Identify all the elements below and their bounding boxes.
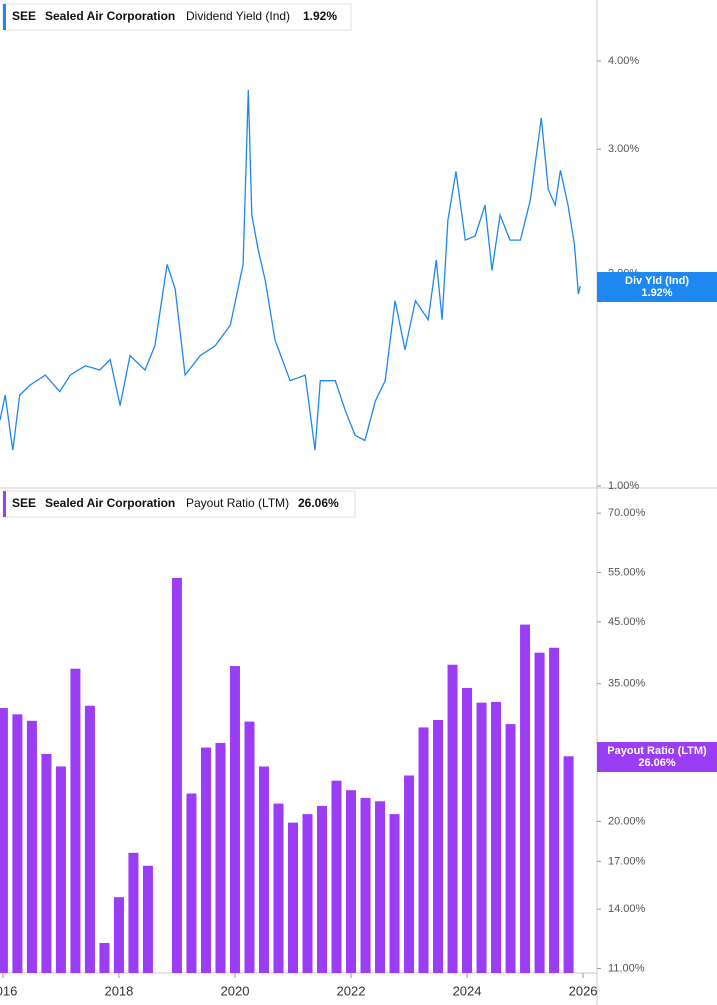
value-badge xyxy=(597,272,717,302)
bar xyxy=(505,724,516,973)
y-tick-label: 4.00% xyxy=(608,55,639,67)
x-tick-label: 2018 xyxy=(104,983,133,998)
bar xyxy=(200,747,211,973)
bar xyxy=(229,666,240,973)
y-tick-label: 55.00% xyxy=(608,566,646,578)
y-tick-label: 3.00% xyxy=(608,143,639,155)
y-tick-label: 1.00% xyxy=(608,480,639,492)
x-tick-label: 2022 xyxy=(337,983,366,998)
badge-label: Div Yld (Ind) xyxy=(625,275,689,287)
ticker: SEE xyxy=(12,9,36,23)
metric: Dividend Yield (Ind) xyxy=(186,9,290,23)
x-tick-label: 2024 xyxy=(453,983,482,998)
marks: 1.00%2.00%3.00%4.00%11.00%14.00%17.00%20… xyxy=(0,55,646,998)
y-tick-label: 17.00% xyxy=(608,855,646,867)
bar xyxy=(549,647,560,973)
bar xyxy=(171,577,182,973)
bar xyxy=(12,714,23,973)
bar xyxy=(404,775,415,973)
bar xyxy=(186,793,197,973)
legend-color xyxy=(3,491,6,517)
bar xyxy=(99,943,110,973)
bar xyxy=(375,801,386,973)
bar xyxy=(331,780,342,973)
company: Sealed Air Corporation xyxy=(45,496,175,510)
bar xyxy=(258,766,269,973)
y-tick-label: 45.00% xyxy=(608,616,646,628)
bar xyxy=(360,797,371,973)
bar xyxy=(563,756,574,973)
x-tick-label: 2026 xyxy=(569,983,598,998)
bar xyxy=(476,702,487,973)
value-badge xyxy=(597,742,717,772)
badge-label: Payout Ratio (LTM) xyxy=(607,745,707,757)
company: Sealed Air Corporation xyxy=(45,9,175,23)
bar xyxy=(215,743,226,973)
legend-color xyxy=(3,4,6,30)
bar xyxy=(462,687,473,973)
bar xyxy=(346,790,357,973)
metric: Payout Ratio (LTM) xyxy=(186,496,289,510)
badge-value: 26.06% xyxy=(638,757,676,769)
bar xyxy=(316,805,327,973)
bar xyxy=(142,865,153,973)
bar xyxy=(287,822,298,973)
bar xyxy=(113,897,124,973)
y-tick-label: 35.00% xyxy=(608,678,646,690)
bar xyxy=(26,720,37,973)
overlays: SEE Sealed Air Corporation Dividend Yield … xyxy=(2,3,717,772)
x-tick-label: 2016 xyxy=(0,983,17,998)
y-tick-label: 70.00% xyxy=(608,507,646,519)
bar xyxy=(389,814,400,973)
y-tick-label: 14.00% xyxy=(608,903,646,915)
bar xyxy=(41,754,52,973)
bar xyxy=(302,814,313,973)
x-tick-label: 2020 xyxy=(221,983,250,998)
legend-box xyxy=(2,3,352,31)
bar xyxy=(0,708,8,973)
bar xyxy=(244,721,255,973)
bar xyxy=(520,624,531,973)
bar xyxy=(491,701,502,973)
yield-line xyxy=(0,89,581,451)
legend-box xyxy=(2,490,356,518)
current-value: 26.06% xyxy=(298,496,339,510)
y-tick-label: 11.00% xyxy=(608,962,645,974)
bar xyxy=(55,766,66,973)
ticker: SEE xyxy=(12,496,36,510)
bar xyxy=(70,668,81,973)
bar xyxy=(84,705,95,973)
current-value: 1.92% xyxy=(303,9,337,23)
bar xyxy=(273,803,284,973)
bar xyxy=(418,727,429,973)
bar xyxy=(447,664,458,973)
bar xyxy=(128,852,139,973)
bar xyxy=(534,652,545,973)
bar xyxy=(433,719,444,973)
badge-value: 1.92% xyxy=(641,287,672,299)
y-tick-label: 20.00% xyxy=(608,815,646,827)
